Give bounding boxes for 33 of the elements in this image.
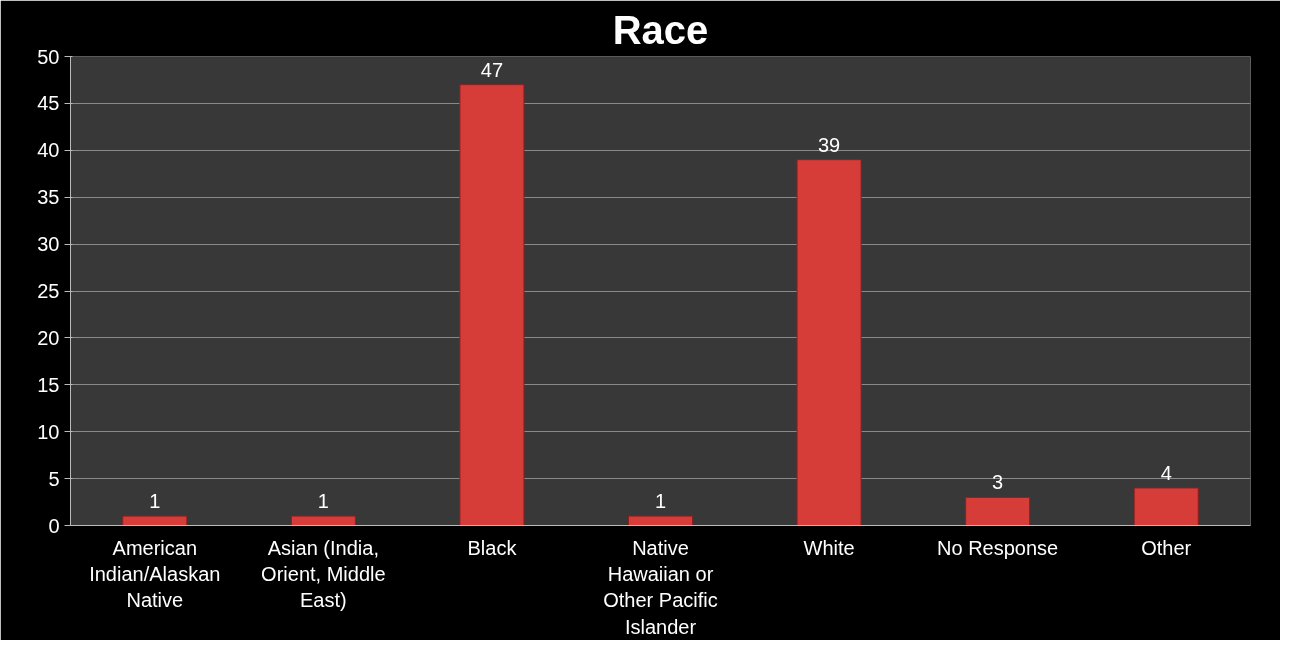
bar	[290, 515, 356, 526]
data-label: 3	[992, 471, 1004, 494]
bar	[122, 515, 188, 526]
y-tick-label: 45	[37, 92, 60, 115]
y-tick-label: 0	[48, 514, 60, 537]
x-tick-label: Other	[1141, 536, 1192, 559]
bar	[627, 515, 694, 526]
x-tick-label: Asian (India, Orient, Middle East)	[261, 536, 386, 612]
data-label: 1	[317, 490, 329, 513]
x-tick-label: No Response	[937, 536, 1059, 559]
x-tick-label: Native Hawaiian or Other Pacific Islander	[603, 536, 718, 638]
bar	[1133, 487, 1199, 526]
y-tick-label: 40	[37, 139, 60, 162]
bar	[796, 159, 862, 526]
x-tick-label: Black	[467, 536, 518, 559]
y-tick-label: 30	[37, 233, 60, 256]
data-label: 1	[149, 490, 161, 513]
y-tick-label: 50	[37, 45, 60, 68]
chart-title: Race	[612, 7, 709, 52]
x-tick-label: White	[803, 536, 855, 559]
data-label: 1	[654, 490, 667, 513]
y-tick-label: 10	[37, 420, 60, 443]
y-tick-label: 5	[48, 467, 60, 490]
y-tick-label: 25	[37, 280, 60, 302]
y-tick-label: 20	[37, 326, 60, 349]
data-label: 39	[817, 133, 841, 156]
x-tick-label: American Indian/Alaskan Native	[89, 536, 221, 612]
bar	[965, 496, 1031, 526]
y-tick-label: 35	[37, 186, 60, 209]
bar	[459, 84, 525, 526]
data-label: 47	[480, 58, 504, 81]
data-label: 4	[1160, 461, 1172, 484]
y-tick-label: 15	[37, 373, 60, 396]
